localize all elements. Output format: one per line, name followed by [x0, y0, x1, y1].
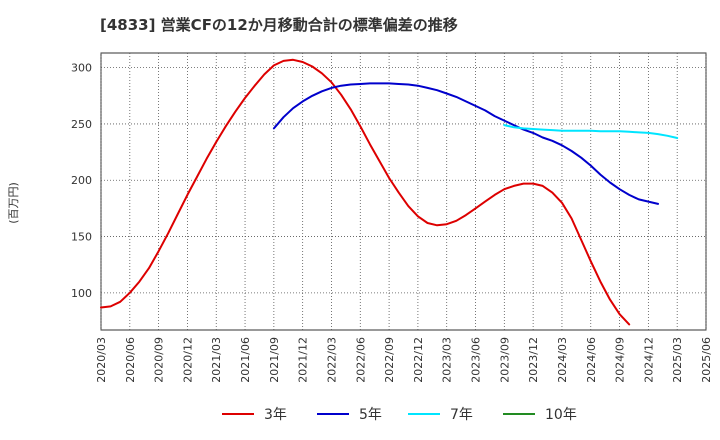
x-tick-label: 2023/06 — [470, 337, 483, 383]
legend-label: 3年 — [264, 407, 287, 423]
plot-area — [100, 52, 707, 331]
grid — [100, 53, 707, 330]
x-tick-label: 2021/06 — [239, 337, 252, 383]
y-axis-label: (百万円) — [7, 182, 20, 224]
series-lines — [100, 58, 679, 326]
y-tick-label: 100 — [71, 287, 92, 300]
legend-label: 7年 — [450, 407, 473, 423]
x-tick-label: 2025/03 — [671, 337, 684, 383]
y-ticks: 100 150 200 250 300 — [71, 62, 92, 300]
y-tick-label: 300 — [71, 62, 92, 75]
x-tick-label: 2024/09 — [614, 337, 627, 383]
x-tick-label: 2024/06 — [585, 337, 598, 383]
x-tick-label: 2022/09 — [383, 337, 396, 383]
x-tick-label: 2022/03 — [325, 337, 338, 383]
x-tick-label: 2025/06 — [700, 337, 713, 383]
x-tick-label: 2021/09 — [268, 337, 281, 383]
x-tick-label: 2021/03 — [210, 337, 223, 383]
x-tick-label: 2022/06 — [354, 337, 367, 383]
x-tick-label: 2024/12 — [642, 337, 655, 383]
legend-label: 10年 — [545, 407, 577, 423]
x-tick-label: 2020/09 — [153, 337, 166, 383]
x-tick-label: 2020/06 — [124, 337, 137, 383]
x-tick-label: 2021/12 — [297, 337, 310, 383]
y-tick-label: 200 — [71, 174, 92, 187]
y-tick-label: 150 — [71, 231, 92, 244]
series-line — [100, 58, 631, 326]
x-tick-label: 2020/03 — [95, 337, 108, 383]
series-line — [272, 82, 659, 205]
y-tick-label: 250 — [71, 118, 92, 131]
series-line — [503, 124, 679, 139]
x-tick-label: 2022/12 — [412, 337, 425, 383]
x-tick-label: 2024/03 — [556, 337, 569, 383]
x-tick-label: 2023/12 — [527, 337, 540, 383]
x-ticks: 2020/03 2020/06 2020/09 2020/12 2021/03 2021/… — [95, 337, 713, 383]
chart-title: [4833] 営業CFの12か月移動合計の標準偏差の推移 — [100, 16, 458, 34]
x-tick-label: 2023/09 — [498, 337, 511, 383]
x-tick-label: 2023/03 — [441, 337, 454, 383]
x-tick-label: 2020/12 — [181, 337, 194, 383]
legend: 3年 5年 7年 10年 — [222, 407, 577, 423]
legend-label: 5年 — [359, 407, 382, 423]
